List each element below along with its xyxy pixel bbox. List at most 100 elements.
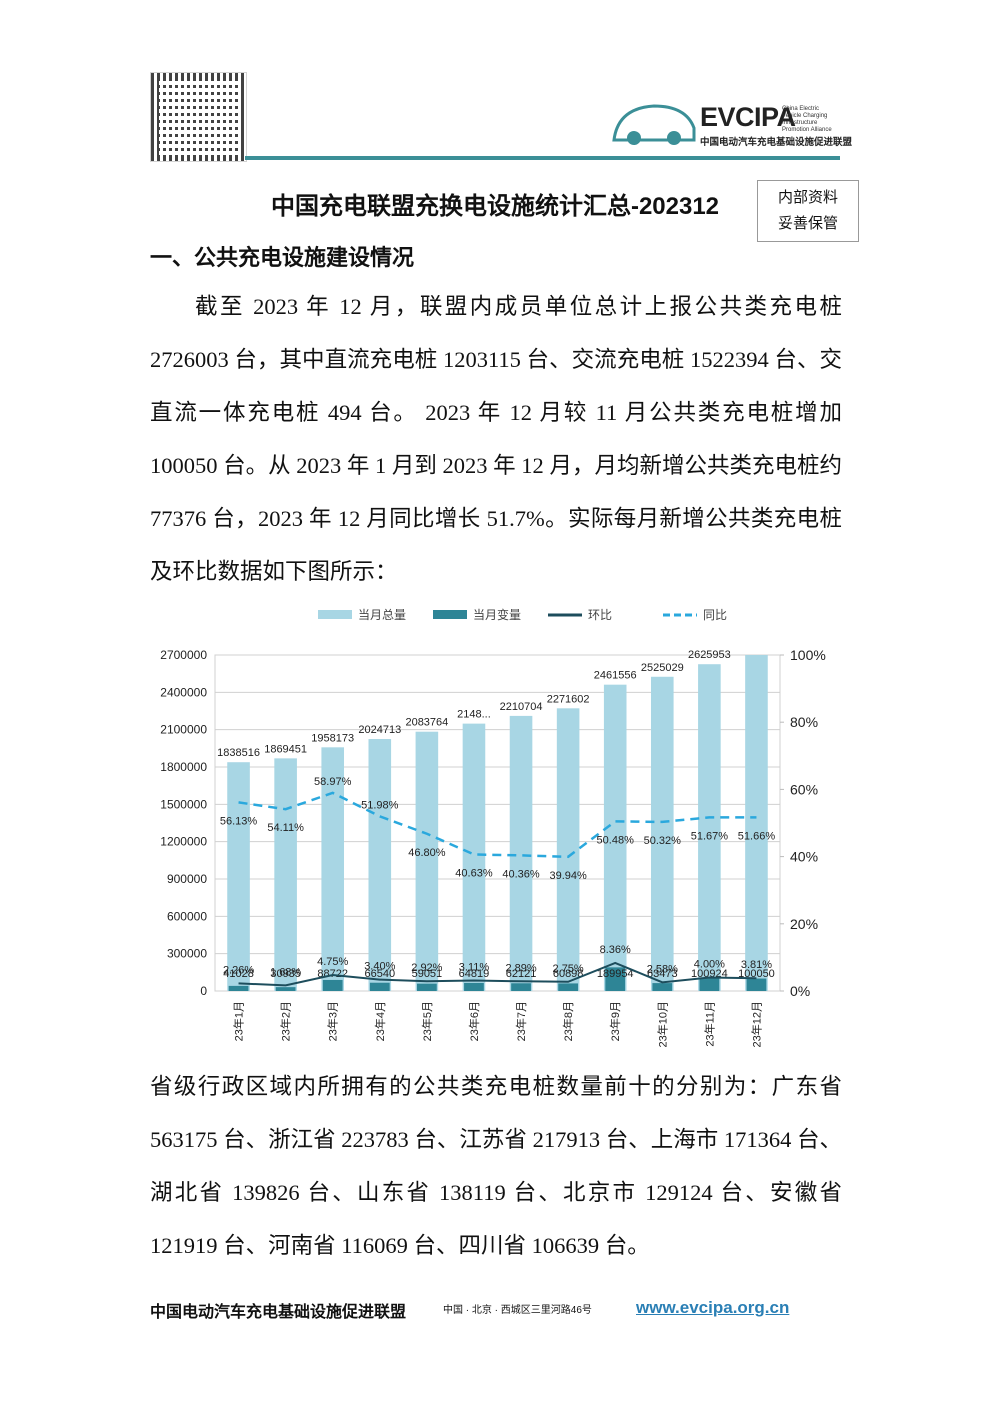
bar (322, 979, 343, 991)
x-tick-label: 23年9月 (608, 1001, 622, 1041)
bar (274, 758, 297, 991)
data-label: 40.63% (455, 867, 493, 879)
line (238, 961, 757, 987)
y2-tick-label: 20% (790, 916, 818, 932)
y-tick-label: 1800000 (160, 760, 207, 774)
bar (603, 684, 627, 991)
y-tick-label: 2400000 (160, 685, 207, 699)
bar (558, 983, 579, 991)
x-tick-label: 23年12月 (749, 1001, 763, 1047)
data-label: 50.48% (597, 834, 635, 846)
y-tick-label: 0 (200, 984, 207, 998)
data-label: 1869451 (264, 743, 307, 755)
y-tick-label: 2700000 (160, 648, 207, 662)
data-label: 51.67% (691, 830, 729, 842)
chart: 0 300000 600000 900000 1200000 1500000 1800000… (160, 607, 826, 1047)
data-label: 2024713 (358, 724, 401, 736)
y2-tick-label: 80% (790, 714, 818, 730)
doc-title: 中国充电联盟充换电设施统计汇总-202312 (270, 193, 720, 220)
data-label: 51.66% (738, 830, 776, 842)
data-label: 4.75% (317, 956, 348, 968)
y-tick-label: 900000 (167, 872, 207, 886)
data-label: 2.26% (223, 964, 254, 976)
bar (556, 708, 580, 991)
data-label: 3.40% (364, 961, 395, 973)
data-label: 2271602 (547, 693, 590, 705)
data-label: 46.80% (408, 847, 446, 859)
bar (321, 747, 345, 991)
x-tick-label: 23年11月 (702, 1001, 716, 1047)
x-tick-label: 23年10月 (655, 1001, 669, 1047)
y-tick-label: 2100000 (160, 723, 207, 737)
bar (462, 723, 486, 991)
data-label: 56.13% (220, 815, 258, 827)
bar (415, 731, 439, 991)
data-label: 8.36% (600, 944, 631, 956)
data-label: 3.81% (741, 959, 772, 971)
y2-tick-label: 40% (790, 849, 818, 865)
data-label: 2210704 (500, 701, 543, 713)
x-tick-label: 23年6月 (467, 1001, 481, 1041)
data-label: 1.68% (270, 966, 301, 978)
logo-icon (612, 104, 696, 145)
x-tick-label: 23年4月 (373, 1001, 387, 1041)
y2-tick-label: 0% (790, 983, 810, 999)
bar (369, 982, 390, 991)
x-tick-label: 23年3月 (326, 1001, 340, 1041)
data-label: 1838516 (217, 747, 260, 759)
legend-swatch (433, 610, 467, 619)
section-heading: 一、公共充电设施建设情况 (150, 245, 415, 270)
y2-tick-label: 100% (790, 647, 826, 663)
footer-org: 中国电动汽车充电基础设施促进联盟 (150, 1304, 407, 1321)
legend-label: 环比 (588, 608, 612, 622)
data-label: 2625953 (688, 649, 731, 661)
y-tick-label: 300000 (167, 947, 207, 961)
bar (605, 967, 626, 991)
footer-url: www.evcipa.org.cn (636, 1298, 790, 1317)
y-tick-label: 1500000 (160, 797, 207, 811)
data-label: 41028 (223, 968, 254, 980)
data-label: 189954 (597, 968, 634, 980)
logo-text: EVCIPA (700, 102, 796, 132)
data-label: 59051 (412, 968, 443, 980)
bar (745, 655, 768, 991)
stamp: 内部资料 妥善保管 (757, 180, 859, 242)
data-label: 58.97% (314, 776, 352, 788)
x-tick-label: 23年1月 (232, 1001, 246, 1041)
header-rule (245, 156, 840, 160)
x-tick-label: 23年5月 (420, 1001, 434, 1041)
line (238, 791, 757, 859)
x-tick-label: 23年7月 (514, 1001, 528, 1041)
bar (652, 983, 673, 991)
y-tick-label: 600000 (167, 909, 207, 923)
data-label: 2.89% (505, 962, 536, 974)
bar (699, 978, 720, 991)
legend-label: 当月变量 (473, 607, 521, 622)
data-label: 2525029 (641, 662, 684, 674)
data-label: 64819 (459, 968, 490, 980)
data-label: 51.98% (361, 799, 399, 811)
legend-label: 当月总量 (358, 608, 406, 622)
bar (464, 982, 484, 991)
x-tick-label: 23年8月 (561, 1001, 575, 1041)
bar (228, 985, 249, 991)
y-tick-label: 1200000 (160, 835, 207, 849)
data-label: 2461556 (594, 670, 637, 682)
bar (227, 762, 250, 991)
data-label: 2.92% (411, 962, 442, 974)
qr-code (150, 72, 247, 162)
stamp-line: 妥善保管 (777, 216, 838, 232)
data-label: 2.58% (647, 963, 678, 975)
data-label: 63473 (647, 968, 678, 980)
logo-subtitle: China Electric Vehicle Charging Infrastr… (782, 106, 832, 133)
paragraph: 截至 2023 年 12 月，联盟内成员单位总计上报公共类充电桩 2726003… (150, 294, 842, 584)
data-label: 3.11% (459, 962, 490, 974)
data-label: 50.32% (644, 835, 682, 847)
data-label: 39.94% (549, 870, 587, 882)
data-label: 62121 (506, 968, 537, 980)
bar (698, 664, 721, 991)
data-label: 30935 (270, 968, 301, 980)
data-label: 54.11% (267, 822, 304, 834)
data-label: 100050 (738, 968, 775, 980)
